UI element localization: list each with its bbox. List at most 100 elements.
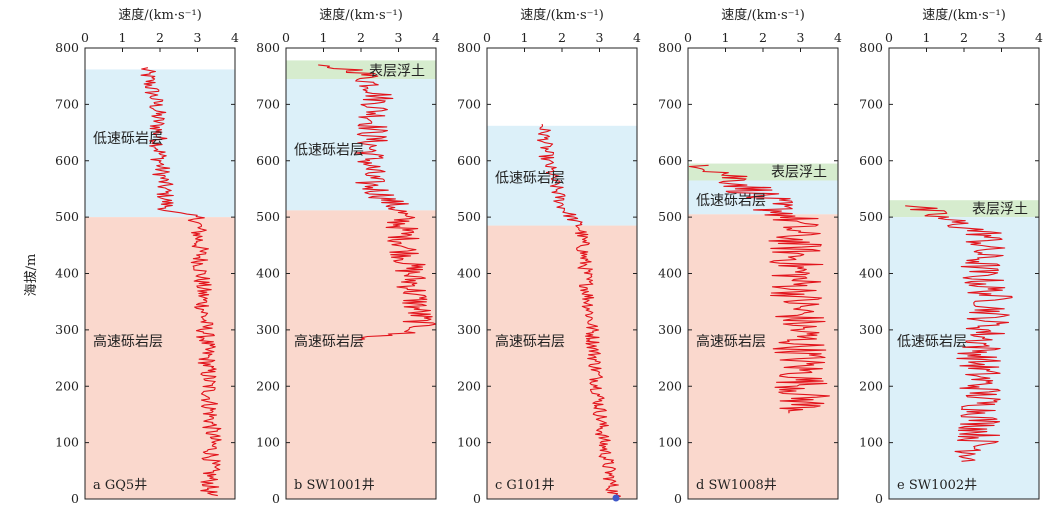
zone-label: 低速砾岩层 bbox=[696, 193, 766, 209]
y-tick-label: 300 bbox=[55, 322, 79, 337]
zone-label: 高速砾岩层 bbox=[93, 333, 163, 350]
y-tick-label: 0 bbox=[272, 491, 280, 506]
x-tick-label: 1 bbox=[521, 30, 529, 45]
panel-label: b SW1001井 bbox=[294, 478, 375, 493]
y-tick-label: 400 bbox=[55, 266, 79, 281]
x-tick-label: 3 bbox=[194, 30, 202, 45]
x-tick-label: 4 bbox=[432, 30, 440, 45]
x-tick-label: 0 bbox=[684, 30, 692, 45]
y-tick-label: 300 bbox=[457, 322, 481, 337]
y-tick-label: 400 bbox=[457, 266, 481, 281]
y-tick-label: 100 bbox=[457, 435, 481, 450]
x-tick-label: 2 bbox=[156, 30, 164, 45]
zone-label: 表层浮土 bbox=[771, 164, 827, 180]
zone-band-high bbox=[487, 225, 637, 500]
y-tick-label: 400 bbox=[256, 266, 280, 281]
y-tick-label: 500 bbox=[55, 209, 79, 224]
y-tick-label: 200 bbox=[55, 378, 79, 393]
velocity-curve bbox=[688, 164, 830, 414]
x-axis-title: 速度/(km·s⁻¹) bbox=[721, 7, 805, 23]
y-tick-label: 300 bbox=[859, 322, 883, 337]
y-tick-label: 0 bbox=[674, 491, 682, 506]
y-tick-label: 600 bbox=[256, 153, 280, 168]
panel-label: d SW1008井 bbox=[696, 478, 777, 493]
y-tick-label: 800 bbox=[256, 40, 280, 55]
y-tick-label: 600 bbox=[658, 153, 682, 168]
y-tick-label: 300 bbox=[658, 322, 682, 337]
x-tick-label: 1 bbox=[923, 30, 931, 45]
y-tick-label: 500 bbox=[658, 209, 682, 224]
y-tick-label: 400 bbox=[859, 266, 883, 281]
zone-label: 表层浮土 bbox=[972, 202, 1028, 218]
y-tick-label: 200 bbox=[256, 378, 280, 393]
x-tick-label: 2 bbox=[357, 30, 365, 45]
y-tick-label: 100 bbox=[859, 435, 883, 450]
zone-band-low bbox=[487, 125, 637, 226]
y-tick-label: 700 bbox=[256, 96, 280, 111]
y-tick-label: 400 bbox=[658, 266, 682, 281]
y-tick-label: 200 bbox=[859, 378, 883, 393]
zone-band-low bbox=[286, 79, 436, 211]
zone-label: 高速砾岩层 bbox=[696, 333, 766, 350]
x-tick-label: 1 bbox=[320, 30, 328, 45]
y-tick-label: 700 bbox=[658, 96, 682, 111]
zone-label: 低速砾岩层 bbox=[897, 334, 967, 350]
y-tick-label: 600 bbox=[55, 153, 79, 168]
y-tick-label: 100 bbox=[256, 435, 280, 450]
zone-label: 高速砾岩层 bbox=[294, 333, 364, 350]
zone-band-soil bbox=[889, 200, 1039, 218]
x-tick-label: 0 bbox=[81, 30, 89, 45]
zone-band-low bbox=[688, 180, 838, 215]
x-axis-title: 速度/(km·s⁻¹) bbox=[319, 7, 403, 23]
y-tick-label: 700 bbox=[457, 96, 481, 111]
panel-label: c G101井 bbox=[495, 478, 555, 493]
y-tick-label: 700 bbox=[859, 96, 883, 111]
y-tick-label: 600 bbox=[859, 153, 883, 168]
y-tick-label: 500 bbox=[859, 209, 883, 224]
x-tick-label: 2 bbox=[558, 30, 566, 45]
zone-band-low bbox=[85, 69, 235, 218]
y-axis-title: 海拔/m bbox=[24, 254, 39, 297]
y-tick-label: 800 bbox=[658, 40, 682, 55]
x-tick-label: 4 bbox=[633, 30, 641, 45]
zone-label: 低速砾岩层 bbox=[93, 131, 163, 147]
zone-band-high bbox=[286, 210, 436, 500]
x-tick-label: 3 bbox=[596, 30, 604, 45]
x-tick-label: 3 bbox=[395, 30, 403, 45]
x-tick-label: 4 bbox=[834, 30, 842, 45]
zone-band-high bbox=[688, 214, 838, 499]
x-tick-label: 2 bbox=[759, 30, 767, 45]
y-tick-label: 100 bbox=[658, 435, 682, 450]
zone-label: 低速砾岩层 bbox=[294, 142, 364, 158]
x-tick-label: 0 bbox=[885, 30, 893, 45]
zone-band-high bbox=[85, 217, 235, 499]
x-tick-label: 2 bbox=[960, 30, 968, 45]
y-tick-label: 500 bbox=[457, 209, 481, 224]
zone-label: 表层浮土 bbox=[369, 64, 425, 80]
x-tick-label: 1 bbox=[722, 30, 730, 45]
x-tick-label: 3 bbox=[797, 30, 805, 45]
y-tick-label: 800 bbox=[859, 40, 883, 55]
y-tick-label: 0 bbox=[473, 491, 481, 506]
velocity-curve bbox=[536, 123, 621, 498]
velocity-curve bbox=[140, 67, 222, 497]
y-tick-label: 0 bbox=[875, 491, 883, 506]
y-tick-label: 800 bbox=[457, 40, 481, 55]
x-tick-label: 3 bbox=[998, 30, 1006, 45]
x-axis-title: 速度/(km·s⁻¹) bbox=[118, 7, 202, 23]
velocity-curve bbox=[905, 205, 1013, 462]
zone-label: 低速砾岩层 bbox=[495, 171, 565, 187]
y-tick-label: 200 bbox=[658, 378, 682, 393]
y-tick-label: 100 bbox=[55, 435, 79, 450]
y-tick-label: 700 bbox=[55, 96, 79, 111]
x-axis-title: 速度/(km·s⁻¹) bbox=[520, 7, 604, 23]
y-tick-label: 600 bbox=[457, 153, 481, 168]
bottom-marker bbox=[612, 494, 620, 502]
x-tick-label: 4 bbox=[231, 30, 239, 45]
